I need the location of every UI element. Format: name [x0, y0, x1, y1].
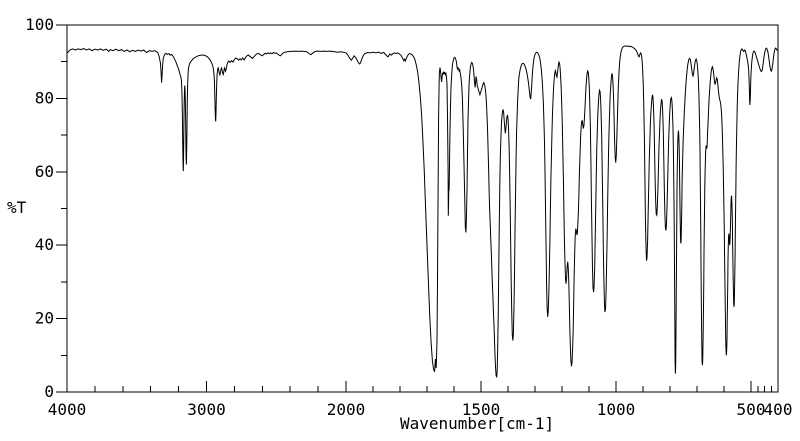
y-tick-label: 20 — [35, 309, 54, 328]
x-tick-label: 1500 — [462, 400, 501, 419]
y-tick-label: 100 — [25, 15, 54, 34]
y-tick-label: 40 — [35, 235, 54, 254]
y-tick-label: 60 — [35, 162, 54, 181]
x-tick-label: 1000 — [597, 400, 636, 419]
y-axis-title: %T — [7, 198, 27, 217]
x-tick-label: 2000 — [327, 400, 366, 419]
x-tick-label: 3000 — [187, 400, 226, 419]
y-tick-label: 0 — [44, 382, 54, 401]
x-tick-label: 400 — [764, 400, 793, 419]
plot-frame — [66, 24, 779, 393]
x-tick-label: 4000 — [48, 400, 87, 419]
x-axis-title: Wavenumber[cm-1] — [400, 414, 555, 433]
x-tick-label: 500 — [737, 400, 766, 419]
ir-trace — [66, 45, 779, 378]
y-tick-label: 80 — [35, 88, 54, 107]
